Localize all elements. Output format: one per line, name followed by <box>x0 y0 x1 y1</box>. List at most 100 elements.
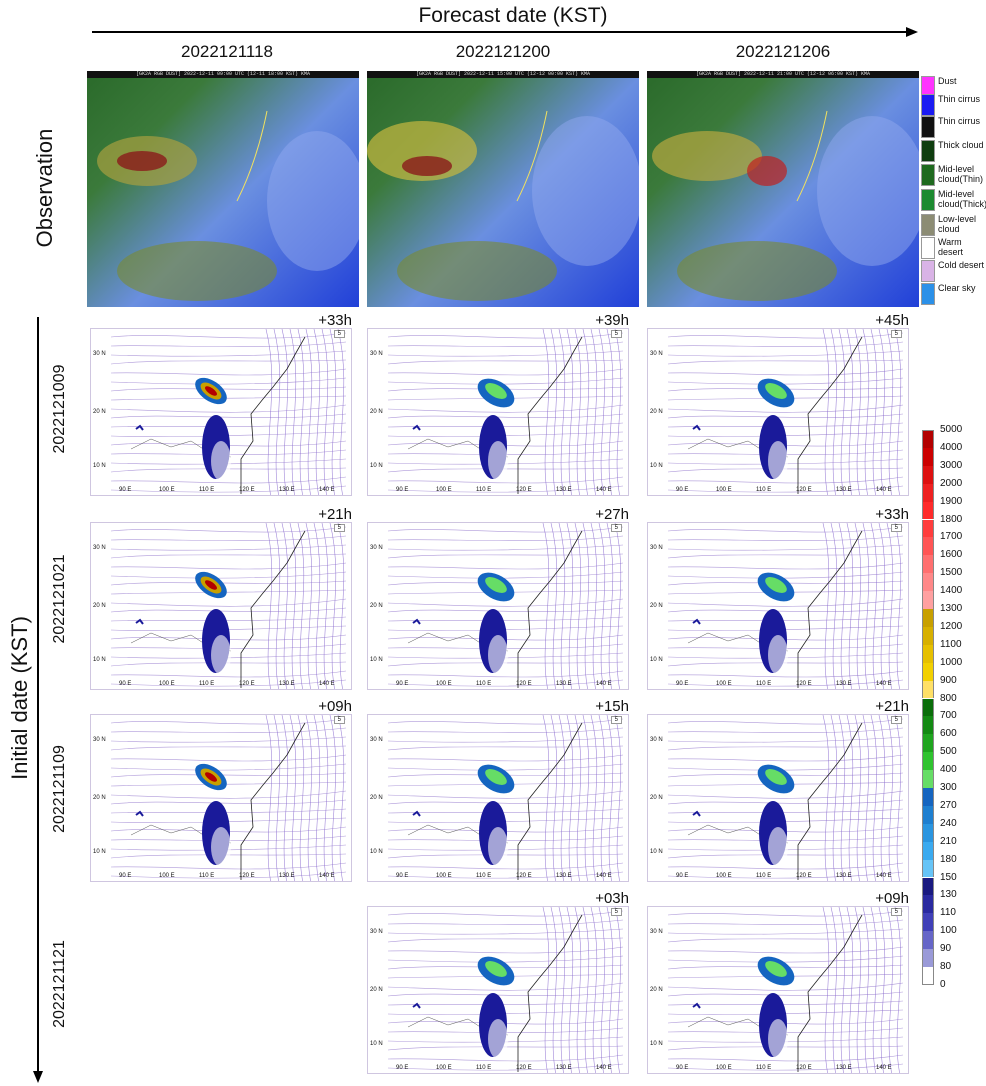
longitude-label: 140 E <box>319 873 335 879</box>
longitude-label: 90 E <box>676 873 689 879</box>
colorbar-segment <box>922 931 934 950</box>
longitude-label: 90 E <box>119 487 132 493</box>
colorbar-level-label: 400 <box>940 764 957 776</box>
longitude-label: 140 E <box>876 1065 892 1071</box>
forecast-date-2: 2022121200 <box>455 42 551 61</box>
latitude-label: 20 N <box>650 603 663 609</box>
legend-label: Dust <box>938 76 957 86</box>
latitude-label: 30 N <box>370 351 383 357</box>
colorbar-level-label: 1800 <box>940 513 963 525</box>
longitude-label: 100 E <box>436 1065 452 1071</box>
latitude-label: 20 N <box>370 409 383 415</box>
legend-label: Warm desert <box>938 237 964 257</box>
reference-vector-label: 5 <box>610 524 622 532</box>
colorbar-segment <box>922 805 934 824</box>
longitude-label: 110 E <box>476 1065 492 1071</box>
longitude-label: 100 E <box>159 681 175 687</box>
forecast-date-1: 2022121118 <box>180 42 274 61</box>
colorbar-segment <box>922 447 934 466</box>
longitude-label: 120 E <box>239 487 255 493</box>
latitude-label: 10 N <box>370 463 383 469</box>
colorbar-level-label: 1700 <box>940 531 963 543</box>
longitude-label: 90 E <box>396 487 409 493</box>
longitude-label: 140 E <box>596 873 612 879</box>
colorbar-level-label: 900 <box>940 674 957 686</box>
forecast-panel: 30 N 20 N 10 N 90 E 100 E 110 E 120 E 130 E 140 … <box>90 714 352 882</box>
colorbar-segment <box>922 537 934 556</box>
colorbar-segment <box>922 680 934 699</box>
longitude-label: 100 E <box>716 487 732 493</box>
latitude-label: 20 N <box>650 987 663 993</box>
latitude-label: 10 N <box>650 657 663 663</box>
latitude-label: 30 N <box>93 351 106 357</box>
forecast-panel: 30 N 20 N 10 N 90 E 100 E 110 E 120 E 130 E 140 … <box>367 906 629 1074</box>
lead-time-label: +03h <box>595 890 629 907</box>
reference-vector-label: 5 <box>890 716 902 724</box>
longitude-label: 110 E <box>476 681 492 687</box>
latitude-label: 20 N <box>370 795 383 801</box>
latitude-label: 20 N <box>93 603 106 609</box>
colorbar-level-label: 4000 <box>940 441 963 453</box>
legend-swatch <box>921 214 935 236</box>
colorbar-level-label: 110 <box>940 907 956 919</box>
latitude-label: 20 N <box>370 603 383 609</box>
observation-banner: [GK2A RGB DUST] 2022-12-11 15:00 UTC (12… <box>367 71 639 78</box>
longitude-label: 100 E <box>716 1065 732 1071</box>
longitude-label: 140 E <box>319 487 335 493</box>
legend-swatch <box>921 237 935 259</box>
latitude-label: 10 N <box>650 1041 663 1047</box>
latitude-label: 10 N <box>93 463 106 469</box>
reference-vector-label: 5 <box>333 330 345 338</box>
lead-time-label: +21h <box>875 698 909 715</box>
latitude-label: 30 N <box>93 545 106 551</box>
lead-time-label: +33h <box>318 312 352 329</box>
observation-banner: [GK2A RGB DUST] 2022-12-11 21:00 UTC (12… <box>647 71 919 78</box>
colorbar-segment <box>922 483 934 502</box>
longitude-label: 130 E <box>836 1065 852 1071</box>
longitude-label: 130 E <box>836 873 852 879</box>
latitude-label: 10 N <box>370 657 383 663</box>
longitude-label: 140 E <box>596 681 612 687</box>
reference-vector-label: 5 <box>890 330 902 338</box>
colorbar-segment <box>922 519 934 538</box>
colorbar-level-label: 700 <box>940 710 957 722</box>
latitude-label: 20 N <box>650 409 663 415</box>
longitude-label: 130 E <box>279 681 295 687</box>
observation-label: Observation <box>32 128 57 248</box>
longitude-label: 100 E <box>436 487 452 493</box>
colorbar-segment <box>922 949 934 967</box>
longitude-label: 100 E <box>716 873 732 879</box>
longitude-label: 90 E <box>396 873 409 879</box>
longitude-label: 120 E <box>516 873 532 879</box>
lead-time-label: +09h <box>875 890 909 907</box>
latitude-label: 30 N <box>650 929 663 935</box>
longitude-label: 110 E <box>756 681 772 687</box>
legend-swatch <box>921 260 935 282</box>
row-init-date-3: 2022121109 <box>51 745 68 833</box>
reference-vector-label: 5 <box>610 908 622 916</box>
colorbar-segment <box>922 430 934 448</box>
longitude-label: 130 E <box>836 681 852 687</box>
longitude-label: 120 E <box>516 487 532 493</box>
forecast-panel: 30 N 20 N 10 N 90 E 100 E 110 E 120 E 130 E 140 … <box>367 522 629 690</box>
longitude-label: 120 E <box>796 873 812 879</box>
forecast-panel: 30 N 20 N 10 N 90 E 100 E 110 E 120 E 130 E 140 … <box>90 328 352 496</box>
longitude-label: 130 E <box>836 487 852 493</box>
row-init-date-1: 2022121009 <box>51 364 68 454</box>
forecast-panel: 30 N 20 N 10 N 90 E 100 E 110 E 120 E 130 E 140 … <box>647 522 909 690</box>
figure-header-title: Forecast date (KST) <box>418 4 608 27</box>
observation-image-1: [GK2A RGB DUST] 2022-12-11 09:00 UTC (12… <box>87 71 359 307</box>
longitude-label: 110 E <box>756 487 772 493</box>
longitude-label: 110 E <box>199 873 215 879</box>
legend-swatch <box>921 189 935 211</box>
legend-label: Thin cirrus <box>938 116 981 126</box>
forecast-panel: 30 N 20 N 10 N 90 E 100 E 110 E 120 E 130 E 140 … <box>367 328 629 496</box>
colorbar-level-label: 180 <box>940 853 957 865</box>
legend-label: Mid-level cloud(Thick) <box>938 189 986 209</box>
longitude-label: 110 E <box>199 681 215 687</box>
colorbar-segment <box>922 644 934 663</box>
reference-vector-label: 5 <box>333 524 345 532</box>
longitude-label: 120 E <box>516 681 532 687</box>
colorbar-level-label: 1200 <box>940 620 963 632</box>
legend-swatch <box>921 164 935 186</box>
